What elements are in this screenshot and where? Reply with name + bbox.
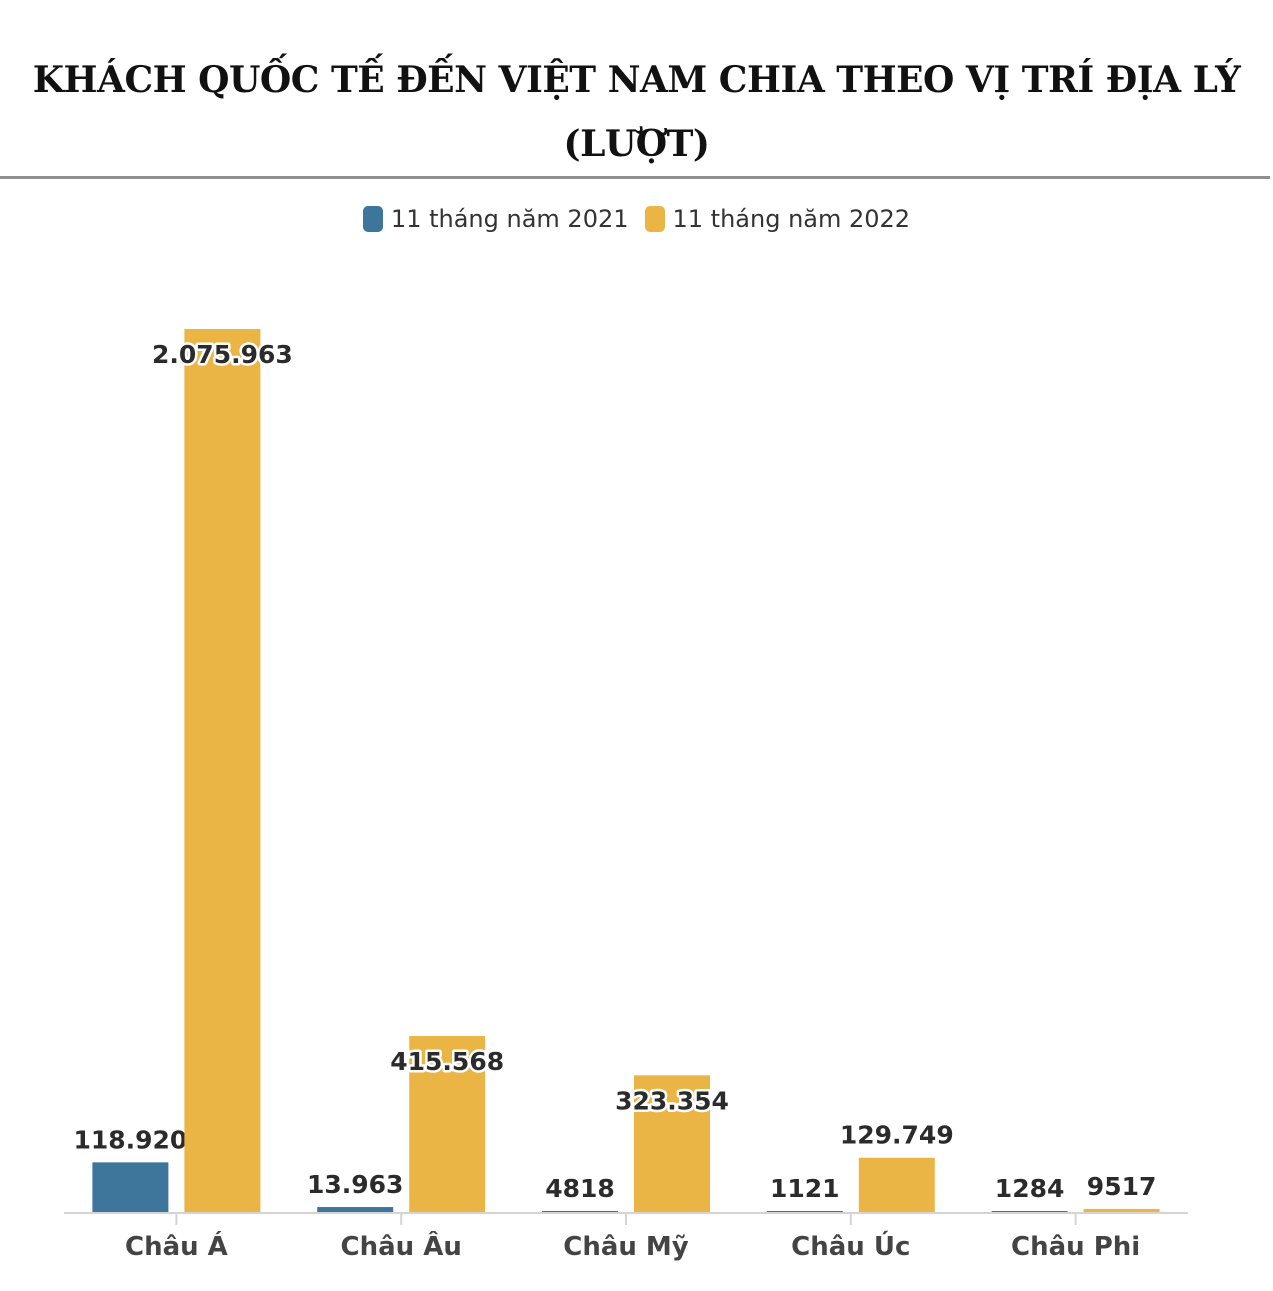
data-label-2021: 13.963 bbox=[307, 1170, 403, 1199]
bar-2022 bbox=[634, 1075, 710, 1213]
bar-2021 bbox=[92, 1162, 169, 1213]
bar-2022 bbox=[184, 329, 261, 1213]
subtitle-line: (LƯỢT) bbox=[563, 123, 710, 165]
bar-2022 bbox=[1083, 1208, 1160, 1213]
bar-2021 bbox=[317, 1207, 394, 1213]
data-label-2021: 1284 bbox=[995, 1174, 1065, 1203]
data-label-2022: 415.568 bbox=[390, 1047, 504, 1076]
data-label-2022: 129.749 bbox=[840, 1121, 954, 1150]
category-label: Châu Âu bbox=[341, 1230, 462, 1262]
chart-title: KHÁCH QUỐC TẾ ĐẾN VIỆT NAM CHIA THEO VỊ … bbox=[0, 48, 1273, 176]
data-label-2022: 2.075.963 bbox=[152, 340, 293, 369]
legend-swatch-2021 bbox=[362, 206, 383, 232]
data-label-2021: 118.920 bbox=[73, 1125, 187, 1154]
legend-label-2022: 11 tháng năm 2022 bbox=[672, 205, 911, 233]
data-label-2022: 9517 bbox=[1087, 1172, 1157, 1201]
bar-2021 bbox=[542, 1210, 618, 1213]
title-divider bbox=[0, 176, 1270, 179]
legend-item-2022[interactable]: 11 tháng năm 2022 bbox=[644, 205, 911, 233]
data-label-2021: 4818 bbox=[545, 1174, 615, 1203]
data-label-2022: 323.354 bbox=[615, 1086, 729, 1115]
bar-2022 bbox=[409, 1036, 486, 1213]
category-label: Châu Úc bbox=[791, 1230, 910, 1262]
data-label-2021: 1121 bbox=[770, 1174, 840, 1203]
legend-item-2021[interactable]: 11 tháng năm 2021 bbox=[362, 205, 629, 233]
title-line: KHÁCH QUỐC TẾ ĐẾN VIỆT NAM CHIA THEO VỊ … bbox=[32, 59, 1241, 101]
category-label: Châu Mỹ bbox=[563, 1232, 689, 1262]
bar-2022 bbox=[858, 1157, 935, 1213]
legend: 11 tháng năm 2021 11 tháng năm 2022 bbox=[0, 205, 1273, 233]
category-label: Châu Á bbox=[125, 1230, 228, 1262]
category-label: Châu Phi bbox=[1011, 1232, 1140, 1262]
legend-swatch-2022 bbox=[644, 206, 665, 232]
legend-label-2021: 11 tháng năm 2021 bbox=[390, 205, 629, 233]
